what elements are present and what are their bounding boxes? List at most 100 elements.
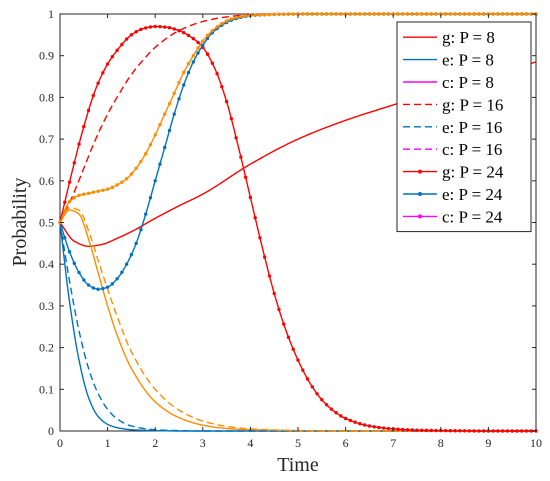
series-marker (505, 12, 510, 16)
series-marker (510, 12, 514, 16)
series-marker (367, 12, 372, 16)
series-marker (343, 416, 348, 421)
series-marker (101, 188, 105, 192)
series-marker (401, 12, 405, 16)
y-tick-label: 0.2 (39, 341, 54, 355)
series-marker (405, 12, 410, 16)
series-marker (358, 12, 362, 16)
y-tick-label: 0.5 (39, 216, 54, 230)
series-marker (172, 27, 176, 31)
series-marker (201, 39, 205, 43)
series-marker (101, 286, 105, 291)
legend-label: c: P = 24 (442, 207, 503, 226)
legend-label: e: P = 24 (442, 185, 503, 204)
x-tick-label: 2 (152, 436, 158, 450)
series-marker (205, 33, 210, 38)
series-marker (220, 21, 224, 26)
series-marker (334, 12, 338, 16)
series-marker (510, 429, 514, 433)
series-marker (182, 31, 186, 35)
series-marker (115, 48, 119, 52)
series-marker (158, 162, 162, 166)
series-marker (91, 190, 96, 194)
series-marker (386, 12, 391, 16)
series-marker (129, 33, 134, 37)
series-marker (167, 128, 172, 133)
series-marker (129, 172, 134, 176)
legend-item: e: P = 16 (403, 118, 502, 137)
series-marker (305, 12, 310, 16)
series-marker (115, 277, 119, 281)
legend-marker (418, 214, 422, 219)
series-marker (339, 414, 343, 418)
series-marker (191, 60, 195, 64)
series-marker (229, 17, 234, 21)
series-marker (186, 33, 191, 38)
series-g-6 (58, 24, 538, 433)
legend: g: P = 8 e: P = 8 c: P = 8 g: P = 16 e: P = … (396, 21, 532, 233)
series-marker (405, 428, 410, 432)
series-marker (520, 12, 524, 16)
series-marker (110, 185, 115, 190)
series-marker (72, 196, 76, 200)
series-marker (443, 428, 448, 433)
series-marker (205, 52, 210, 56)
series-marker (505, 429, 510, 433)
y-tick-label: 0.4 (39, 257, 54, 271)
series-marker (448, 12, 453, 16)
series-marker (339, 12, 343, 16)
y-tick-label: 0.6 (39, 174, 54, 188)
series-marker (401, 427, 405, 432)
series-marker (143, 212, 148, 216)
series-marker (481, 12, 486, 16)
series-marker (500, 12, 505, 16)
legend-label: g: P = 8 (442, 28, 495, 47)
series-marker (324, 403, 329, 407)
series-marker (148, 143, 153, 147)
series-marker (72, 261, 76, 265)
series-marker (429, 12, 433, 16)
y-tick-label: 0.3 (39, 299, 54, 313)
x-axis-label: Time (277, 454, 319, 476)
series-marker (334, 411, 338, 415)
series-marker (124, 262, 129, 266)
series-marker (467, 12, 472, 16)
series-marker (515, 12, 519, 16)
series-marker (105, 285, 110, 289)
series-marker (529, 429, 533, 433)
series-marker (63, 200, 67, 204)
legend-label: e: P = 16 (442, 118, 502, 137)
series-marker (262, 255, 267, 259)
series-marker (301, 368, 305, 372)
series-marker (129, 252, 134, 257)
series-marker (67, 199, 72, 204)
series-marker (524, 429, 529, 433)
legend-item: c: P = 16 (403, 140, 502, 159)
series-layer (58, 12, 538, 433)
series-marker (372, 425, 376, 429)
series-marker (253, 216, 257, 220)
series-marker (196, 51, 200, 55)
series-marker (434, 12, 438, 16)
series-marker (182, 70, 186, 75)
series-marker (477, 12, 481, 16)
series-marker (172, 91, 176, 95)
x-tick-label: 5 (295, 436, 301, 450)
series-marker (96, 287, 100, 291)
x-tick-label: 1 (105, 436, 111, 450)
legend-item: g: P = 16 (403, 95, 503, 114)
series-marker (220, 85, 224, 89)
x-tick-label: 9 (485, 436, 491, 450)
series-marker (420, 428, 424, 432)
legend-label: c: P = 16 (442, 140, 502, 159)
series-marker (167, 26, 172, 30)
series-marker (443, 12, 448, 16)
series-marker (301, 12, 305, 16)
series-marker (348, 12, 353, 16)
x-tick-label: 8 (438, 436, 444, 450)
legend-item: g: P = 24 (403, 163, 504, 182)
series-marker (258, 13, 262, 17)
series-marker (362, 423, 367, 427)
series-marker (105, 187, 110, 191)
series-marker (134, 241, 138, 246)
